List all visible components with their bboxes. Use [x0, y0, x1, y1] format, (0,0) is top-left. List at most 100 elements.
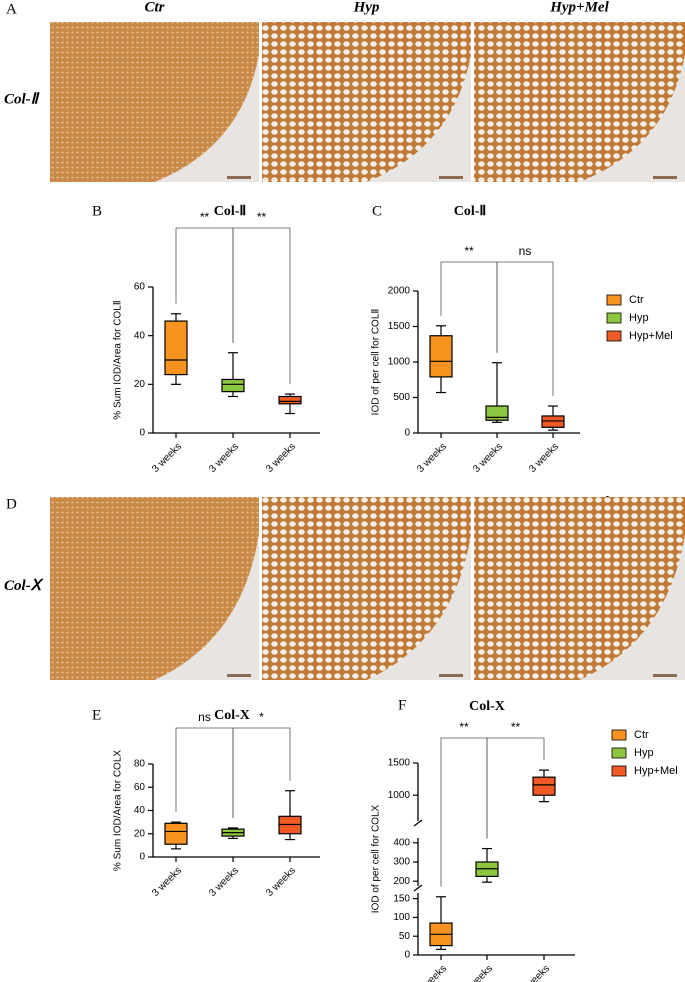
y-axis-label: IOD of per cell for COLⅡ	[371, 309, 382, 416]
significance-bracket	[496, 261, 554, 397]
significance-bracket	[175, 727, 234, 818]
x-tick-label: 3 weeks	[207, 865, 241, 899]
y-tick-label: 80	[134, 759, 146, 770]
slide-background	[154, 54, 259, 182]
y-tick-label: 150	[393, 893, 410, 904]
significance-label: *	[259, 710, 264, 724]
column-label: Hyp+Mel	[549, 0, 609, 15]
legend-label: Hyp	[634, 747, 654, 759]
row-label: Col-Ⅹ	[4, 578, 44, 594]
slide-background	[366, 54, 471, 182]
chart-title: Col-X	[469, 699, 505, 714]
x-tick-label: 3 weeks	[264, 865, 298, 899]
panel-letter: B	[92, 203, 102, 219]
y-tick-label: 50	[399, 931, 411, 942]
y-tick-label: 20	[134, 828, 146, 839]
legend-swatch	[606, 330, 622, 342]
legend-swatch	[611, 765, 627, 777]
legend-label: Hyp	[629, 312, 649, 324]
scale-bar	[227, 176, 251, 179]
legend-label: Ctr	[634, 729, 649, 741]
y-axis-label: % Sum IOD/Area for COLⅡ	[113, 300, 124, 419]
legend-swatch	[611, 747, 627, 759]
legend-swatch	[606, 312, 622, 324]
legend-label: Hyp+Mel	[634, 765, 678, 777]
box	[541, 415, 565, 428]
panel-letter: E	[92, 707, 101, 723]
legend-label: Ctr	[629, 294, 644, 306]
legend-swatch	[611, 729, 627, 741]
x-tick-label: 3 weeks	[461, 963, 495, 982]
slide-background	[579, 533, 685, 680]
significance-bracket	[232, 227, 291, 385]
x-tick-label: 3 weeks	[415, 441, 449, 475]
y-tick-label: 40	[134, 805, 146, 816]
y-tick-label: 0	[139, 852, 145, 863]
scale-bar	[227, 674, 251, 677]
y-tick-label: 20	[134, 379, 146, 390]
y-tick-label: 1500	[388, 321, 411, 332]
box	[429, 335, 453, 378]
x-tick-label: 3 weeks	[150, 865, 184, 899]
significance-bracket	[486, 737, 545, 839]
y-tick-label: 40	[134, 330, 146, 341]
significance-label: **	[459, 720, 469, 734]
axis-break	[413, 884, 423, 892]
x-tick-label: 3 weeks	[264, 441, 298, 475]
x-tick-label: 3 weeks	[527, 441, 561, 475]
slide-background	[154, 533, 259, 680]
y-tick-label: 1500	[388, 758, 411, 769]
significance-label: ns	[519, 244, 532, 258]
legend-swatch	[606, 294, 622, 306]
x-tick-label: 3 weeks	[471, 441, 505, 475]
box	[164, 320, 188, 376]
legend-label: Hyp+Mel	[629, 330, 673, 342]
x-tick-label: 3 weeks	[415, 963, 449, 982]
panel-letter: F	[398, 697, 406, 713]
y-tick-label: 0	[404, 950, 410, 961]
chart-title: Col-X	[214, 708, 250, 723]
y-tick-label: 500	[393, 392, 410, 403]
y-tick-label: 0	[404, 428, 410, 439]
scale-bar	[439, 674, 463, 677]
scale-bar	[653, 176, 677, 179]
significance-label: **	[257, 210, 267, 224]
y-axis-label: % Sum IOD/Area for COLX	[113, 750, 124, 871]
panel-letter: A	[6, 1, 17, 17]
y-tick-label: 100	[393, 912, 410, 923]
panel-letter: C	[372, 203, 382, 219]
y-tick-label: 0	[139, 428, 145, 439]
column-label: Ctr	[144, 0, 164, 15]
panel-letter: D	[6, 496, 17, 512]
y-tick-label: 60	[134, 282, 146, 293]
x-tick-label: 3 weeks	[207, 441, 241, 475]
slide-background	[579, 54, 685, 182]
scale-bar	[439, 176, 463, 179]
y-tick-label: 1000	[388, 357, 411, 368]
axis-break	[413, 819, 423, 827]
significance-label: **	[200, 210, 210, 224]
significance-label: **	[511, 720, 521, 734]
column-label: Hyp	[353, 0, 380, 15]
x-tick-label: 3 weeks	[518, 963, 552, 982]
chart-title: Col-Ⅱ	[214, 204, 247, 219]
chart-title: Col-Ⅱ	[454, 204, 487, 219]
x-tick-label: 3 weeks	[150, 441, 184, 475]
row-label: Col-Ⅱ	[4, 91, 41, 107]
box	[485, 405, 509, 421]
box	[164, 822, 188, 845]
y-axis-label: IOD of per cell for COLX	[371, 804, 382, 913]
significance-label: ns	[198, 710, 211, 724]
y-tick-label: 200	[393, 876, 410, 887]
y-tick-label: 300	[393, 857, 410, 868]
y-tick-label: 60	[134, 782, 146, 793]
y-tick-label: 1000	[388, 790, 411, 801]
scale-bar	[653, 674, 677, 677]
box	[278, 395, 302, 405]
box	[532, 776, 556, 796]
significance-bracket	[232, 727, 291, 818]
y-tick-label: 2000	[388, 286, 411, 297]
significance-label: **	[464, 244, 474, 258]
box	[221, 378, 245, 393]
